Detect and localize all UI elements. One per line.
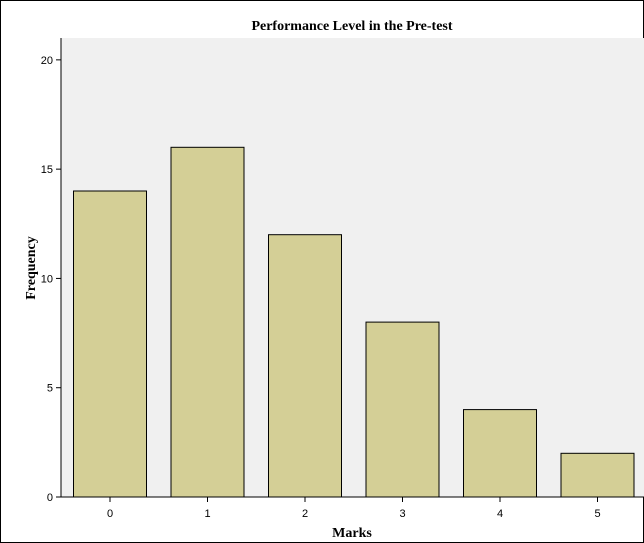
bar-0 [73,190,147,498]
y-tick-label: 15 [41,164,53,176]
x-axis-label: Marks [332,526,372,541]
bar-5 [560,452,635,498]
x-ticks-group: 0 1 2 3 4 5 [107,497,601,520]
y-tick-label: 5 [47,383,53,395]
bar-4 [463,409,537,498]
bar-3 [365,321,440,498]
bar-1 [170,146,245,498]
y-ticks-group: 0 5 10 15 20 [41,55,61,504]
bar-2 [268,234,342,498]
chart-title: Performance Level in the Pre-test [251,19,452,34]
x-tick-label: 4 [497,508,503,520]
y-tick-label: 10 [41,273,53,285]
bars-group [73,146,635,498]
plot-area [61,38,644,497]
x-tick-label: 5 [594,508,600,520]
x-tick-label: 2 [302,508,308,520]
x-tick-label: 0 [107,508,113,520]
y-tick-label: 0 [47,492,53,504]
y-tick-label: 20 [41,55,53,67]
x-tick-label: 3 [399,508,405,520]
x-tick-label: 1 [204,508,210,520]
y-axis-label: Frequency [24,236,39,300]
